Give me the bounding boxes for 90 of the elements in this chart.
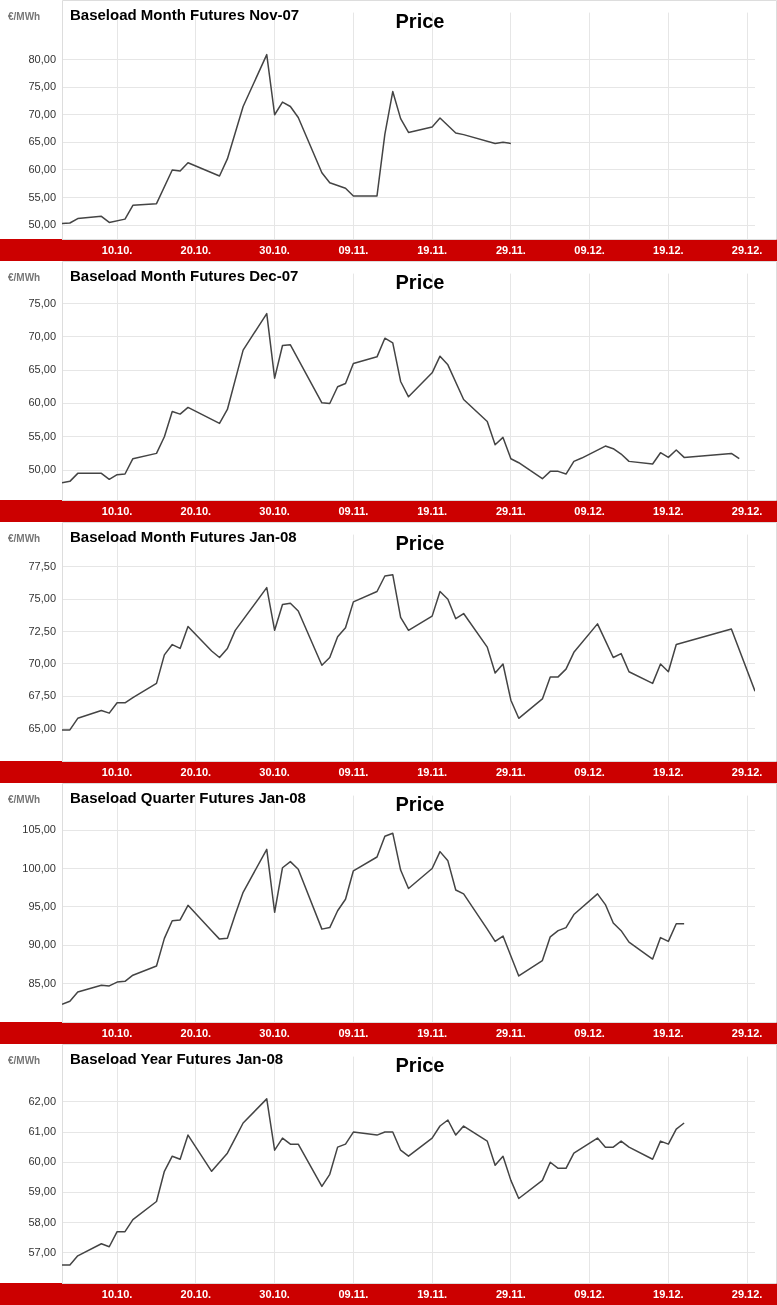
x-tick-label: 29.11. bbox=[495, 243, 526, 256]
chart-subtitle: Price bbox=[395, 793, 445, 815]
x-tick-label: 09.11. bbox=[338, 1287, 369, 1300]
y-tick-label: 60,00 bbox=[28, 396, 56, 409]
x-tick-label: 10.10. bbox=[101, 504, 133, 517]
chart-title: Baseload Quarter Futures Jan-08 bbox=[70, 789, 306, 806]
y-tick-label: 70,00 bbox=[28, 329, 56, 342]
chart-subtitle: Price bbox=[395, 271, 445, 293]
y-tick-label: 75,00 bbox=[28, 592, 56, 605]
x-tick-label: 19.11. bbox=[417, 243, 448, 256]
x-tick-label: 19.12. bbox=[653, 504, 684, 517]
y-tick-label: 70,00 bbox=[28, 657, 56, 669]
x-tick-label: 19.12. bbox=[653, 1026, 684, 1039]
y-tick-label: 100,00 bbox=[22, 861, 56, 874]
y-tick-label: 59,00 bbox=[28, 1185, 56, 1198]
x-tick-label: 20.10. bbox=[180, 765, 212, 778]
x-tick-label: 29.12. bbox=[731, 504, 763, 517]
y-tick-label: 75,00 bbox=[28, 80, 56, 93]
x-tick-label: 09.12. bbox=[574, 1026, 605, 1039]
y-tick-label: 58,00 bbox=[28, 1215, 56, 1228]
x-tick-label: 29.12. bbox=[731, 1026, 763, 1039]
chart-title: Baseload Year Futures Jan-08 bbox=[70, 1050, 284, 1067]
x-tick-label: 20.10. bbox=[180, 504, 212, 517]
y-tick-label: 77,50 bbox=[28, 559, 56, 572]
chart-subtitle: Price bbox=[395, 1054, 445, 1076]
y-tick-label: 65,00 bbox=[28, 363, 56, 376]
y-tick-label: 85,00 bbox=[28, 976, 56, 989]
x-tick-label: 30.10. bbox=[259, 504, 290, 517]
y-tick-label: 55,00 bbox=[28, 429, 56, 442]
x-tick-label: 19.11. bbox=[417, 765, 448, 778]
y-tick-label: 65,00 bbox=[28, 135, 56, 148]
x-tick-label: 20.10. bbox=[180, 1026, 212, 1039]
y-tick-label: 61,00 bbox=[28, 1125, 56, 1138]
x-tick-label: 30.10. bbox=[259, 243, 290, 256]
chart-title: Baseload Month Futures Dec-07 bbox=[70, 267, 299, 284]
y-tick-label: 90,00 bbox=[28, 938, 56, 951]
chart-title: Baseload Month Futures Jan-08 bbox=[70, 528, 297, 545]
x-tick-label: 30.10. bbox=[259, 1287, 290, 1300]
x-tick-label: 19.12. bbox=[653, 1287, 684, 1300]
y-tick-label: 60,00 bbox=[28, 1155, 56, 1168]
x-tick-label: 09.11. bbox=[338, 243, 369, 256]
x-tick-label: 29.11. bbox=[495, 1026, 526, 1039]
x-tick-label: 19.11. bbox=[417, 1287, 448, 1300]
x-tick-label: 10.10. bbox=[101, 243, 133, 256]
x-tick-label: 29.11. bbox=[495, 1287, 526, 1300]
y-tick-label: 60,00 bbox=[28, 163, 56, 176]
chart-subtitle: Price bbox=[395, 532, 445, 554]
x-tick-label: 09.11. bbox=[338, 1026, 369, 1039]
y-tick-label: 75,00 bbox=[28, 296, 56, 309]
x-tick-label: 30.10. bbox=[259, 1026, 290, 1039]
y-axis-title: €/MWh bbox=[8, 794, 41, 805]
y-tick-label: 65,00 bbox=[28, 721, 56, 734]
y-tick-label: 50,00 bbox=[28, 218, 56, 231]
x-tick-label: 09.12. bbox=[574, 504, 605, 517]
x-tick-label: 29.11. bbox=[495, 765, 526, 778]
x-tick-label: 10.10. bbox=[101, 1026, 133, 1039]
x-tick-label: 09.12. bbox=[574, 1287, 605, 1300]
y-axis-title: €/MWh bbox=[8, 272, 41, 283]
x-tick-label: 10.10. bbox=[101, 1287, 133, 1300]
y-tick-label: 62,00 bbox=[28, 1094, 56, 1107]
chart-title: Baseload Month Futures Nov-07 bbox=[70, 6, 300, 23]
x-tick-label: 10.10. bbox=[101, 765, 133, 778]
x-tick-label: 09.12. bbox=[574, 765, 605, 778]
y-tick-label: 67,50 bbox=[28, 689, 56, 702]
y-axis-title: €/MWh bbox=[8, 533, 41, 544]
y-tick-label: 105,00 bbox=[22, 823, 56, 836]
x-tick-label: 29.11. bbox=[495, 504, 526, 517]
y-tick-label: 95,00 bbox=[28, 899, 56, 912]
x-tick-label: 29.12. bbox=[731, 765, 763, 778]
y-tick-label: 50,00 bbox=[28, 463, 56, 476]
y-tick-label: 55,00 bbox=[28, 190, 56, 203]
x-tick-label: 09.12. bbox=[574, 243, 605, 256]
x-tick-label: 19.11. bbox=[417, 1026, 448, 1039]
x-tick-label: 20.10. bbox=[180, 243, 212, 256]
y-tick-label: 70,00 bbox=[28, 107, 56, 120]
x-tick-label: 29.12. bbox=[731, 243, 763, 256]
x-tick-label: 20.10. bbox=[180, 1287, 212, 1300]
chart-subtitle: Price bbox=[395, 10, 445, 32]
x-tick-label: 30.10. bbox=[259, 765, 290, 778]
y-tick-label: 80,00 bbox=[28, 52, 56, 65]
x-tick-label: 19.11. bbox=[417, 504, 448, 517]
y-axis-title: €/MWh bbox=[8, 1055, 41, 1066]
y-tick-label: 72,50 bbox=[28, 624, 56, 637]
x-tick-label: 09.11. bbox=[338, 504, 369, 517]
x-tick-label: 29.12. bbox=[731, 1287, 763, 1300]
y-tick-label: 57,00 bbox=[28, 1245, 56, 1258]
x-tick-label: 19.12. bbox=[653, 243, 684, 256]
y-axis-title: €/MWh bbox=[8, 11, 41, 22]
x-tick-label: 09.11. bbox=[338, 765, 369, 778]
x-tick-label: 19.12. bbox=[653, 765, 684, 778]
